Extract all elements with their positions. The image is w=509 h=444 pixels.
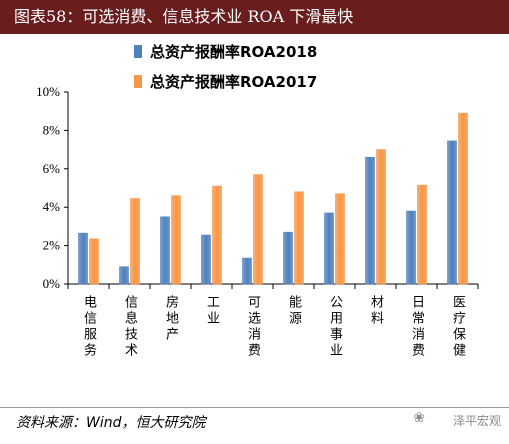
x-axis: 电信服务 信息技术 房地产 工业 可选消费 能源 公用事业 材料 日常消费 医疗保健: [67, 283, 479, 359]
y-tick-label: 2%: [43, 238, 61, 253]
x-category-label: 工业: [204, 295, 220, 327]
x-category-label: 房地产: [163, 294, 179, 343]
x-category-label: 日常消费: [409, 295, 425, 359]
bar-roa-2017: [458, 112, 468, 285]
bar-roa-2017: [417, 184, 427, 285]
x-category-label: 公用事业: [327, 295, 343, 359]
wechat-icon: ❀: [413, 410, 425, 426]
y-tick-label: 8%: [43, 122, 61, 137]
bar-roa-2017: [294, 191, 304, 285]
x-category-label: 能源: [286, 295, 302, 327]
bar-roa-2017: [335, 193, 345, 285]
watermark: 泽平宏观: [452, 414, 501, 428]
legend-swatch: [134, 75, 142, 88]
legend-label: 总资产报酬率ROA2018: [150, 43, 317, 61]
bar-roa-2018: [78, 232, 88, 285]
chart-legend: 总资产报酬率ROA2018 总资产报酬率ROA2017: [134, 43, 317, 91]
bar-roa-2018: [447, 140, 457, 285]
y-axis: 0% 2% 4% 6% 8% 10%: [36, 84, 69, 291]
y-tick-label: 4%: [43, 199, 61, 214]
x-category-label: 材料: [368, 295, 384, 327]
bar-roa-2017: [212, 185, 222, 285]
x-category-label: 可选消费: [245, 295, 261, 359]
x-category-label: 电信服务: [81, 295, 97, 359]
y-tick-label: 6%: [43, 161, 61, 176]
title-bar: 图表58：可选消费、信息技术业 ROA 下滑最快: [0, 0, 509, 34]
bar-roa-2018: [242, 257, 252, 285]
bar-roa-2018: [160, 216, 170, 285]
x-category-label: 医疗保健: [450, 295, 466, 359]
bar-roa-2017: [89, 238, 99, 285]
bar-roa-2018: [324, 212, 334, 285]
chart-title: 图表58：可选消费、信息技术业 ROA 下滑最快: [14, 7, 354, 26]
bar-roa-2017: [253, 174, 263, 285]
bar-roa-2018: [201, 234, 211, 285]
legend-label: 总资产报酬率ROA2017: [150, 73, 317, 91]
bar-roa-2018: [365, 156, 375, 285]
source-divider: [0, 407, 509, 408]
bar-roa-2018: [406, 210, 416, 285]
bar-roa-2017: [171, 195, 181, 285]
bar-chart: 总资产报酬率ROA2018 总资产报酬率ROA2017 0% 2% 4% 6% 8% 10%…: [36, 43, 479, 359]
bar-roa-2018: [283, 231, 293, 285]
x-category-label: 信息技术: [122, 295, 138, 359]
bar-roa-2018: [119, 266, 129, 285]
y-tick-label: 0%: [43, 276, 61, 291]
source-note: 资料来源：Wind，恒大研究院: [16, 415, 206, 431]
bars: [78, 112, 468, 285]
bar-roa-2017: [376, 149, 386, 285]
bar-roa-2017: [130, 198, 140, 285]
y-tick-label: 10%: [36, 84, 60, 99]
legend-swatch: [134, 45, 142, 58]
